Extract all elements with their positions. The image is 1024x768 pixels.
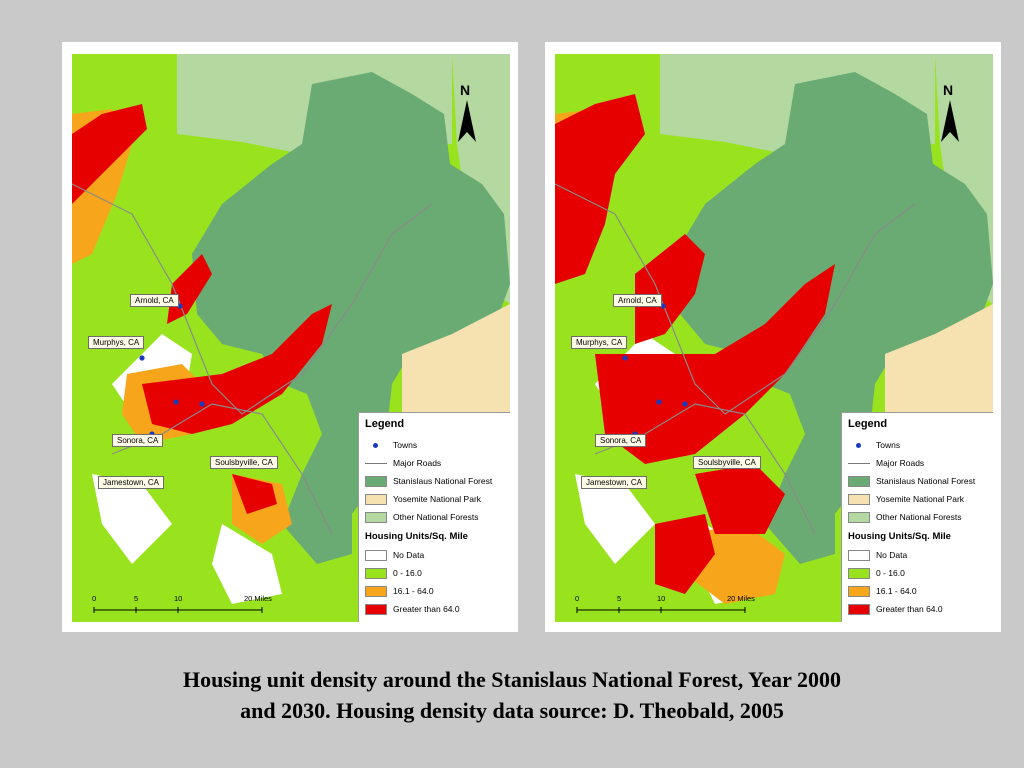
scale-label: 20 Miles bbox=[727, 594, 755, 603]
town-dot-icon bbox=[365, 440, 387, 451]
major-road bbox=[72, 183, 433, 415]
swatch-stanislaus bbox=[365, 475, 387, 487]
town-dot-arnold bbox=[177, 303, 183, 309]
road-line-icon bbox=[848, 458, 870, 469]
town-label-murphys: Murphys, CA bbox=[571, 336, 628, 349]
town-dot-soulsbyville bbox=[682, 401, 688, 407]
north-arrow-shape bbox=[941, 100, 959, 142]
map-area-2030: Arnold, CA Murphys, CA Sonora, CA Soulsb… bbox=[555, 54, 993, 622]
town-dot-murphys bbox=[622, 355, 628, 361]
swatch-no-data bbox=[365, 549, 387, 561]
legend-row-yosemite: Yosemite National Park bbox=[365, 493, 481, 505]
town-dot-icon bbox=[848, 440, 870, 451]
figure-caption: Housing unit density around the Stanisla… bbox=[80, 664, 944, 726]
scale-label: 10 bbox=[657, 594, 666, 603]
high-density-area bbox=[635, 234, 705, 344]
legend-density-title: Housing Units/Sq. Mile bbox=[848, 531, 951, 542]
high-density-area bbox=[72, 104, 147, 204]
map-panel-2000: Arnold, CA Murphys, CA Sonora, CA Soulsb… bbox=[62, 42, 518, 632]
swatch-other-forests bbox=[848, 511, 870, 523]
legend-row-no-data: No Data bbox=[848, 549, 907, 561]
legend-row-stanislaus: Stanislaus National Forest bbox=[365, 475, 492, 487]
legend-row-other-forests: Other National Forests bbox=[848, 511, 962, 523]
north-arrow-icon: N bbox=[452, 82, 482, 146]
legend-row-high: Greater than 64.0 bbox=[848, 603, 943, 615]
legend-density-title: Housing Units/Sq. Mile bbox=[365, 531, 468, 542]
swatch-mid-density bbox=[848, 585, 870, 597]
legend-row-stanislaus: Stanislaus National Forest bbox=[848, 475, 975, 487]
town-label-jamestown: Jamestown, CA bbox=[581, 476, 648, 489]
no-data-area bbox=[92, 474, 172, 564]
town-dot-sonora bbox=[173, 399, 179, 405]
legend-row-low: 0 - 16.0 bbox=[848, 567, 905, 579]
legend-row-no-data: No Data bbox=[365, 549, 424, 561]
town-label-soulsbyville: Soulsbyville, CA bbox=[693, 456, 761, 469]
scale-label: 10 bbox=[174, 594, 183, 603]
town-label-soulsbyville: Soulsbyville, CA bbox=[210, 456, 278, 469]
scale-label: 0 bbox=[575, 594, 580, 603]
scale-bar: 0 5 10 20 Miles bbox=[92, 594, 282, 620]
legend-row-towns: Towns bbox=[365, 439, 417, 451]
high-density-area bbox=[695, 464, 785, 534]
swatch-other-forests bbox=[365, 511, 387, 523]
high-density-area bbox=[655, 514, 715, 594]
north-arrow-shape bbox=[458, 100, 476, 142]
town-label-arnold: Arnold, CA bbox=[130, 294, 179, 307]
scale-bar: 0 5 10 20 Miles bbox=[575, 594, 765, 620]
swatch-yosemite bbox=[365, 493, 387, 505]
scale-label: 5 bbox=[134, 594, 139, 603]
scale-label: 20 Miles bbox=[244, 594, 272, 603]
swatch-mid-density bbox=[365, 585, 387, 597]
town-label-sonora: Sonora, CA bbox=[112, 434, 164, 447]
map-canvas-2030 bbox=[555, 54, 993, 622]
town-dot-murphys bbox=[139, 355, 145, 361]
swatch-no-data bbox=[848, 549, 870, 561]
swatch-low-density bbox=[848, 567, 870, 579]
no-data-area bbox=[212, 524, 282, 604]
town-dot-soulsbyville bbox=[199, 401, 205, 407]
legend-row-yosemite: Yosemite National Park bbox=[848, 493, 964, 505]
legend-title: Legend bbox=[365, 418, 405, 430]
town-label-sonora: Sonora, CA bbox=[595, 434, 647, 447]
swatch-high-density bbox=[365, 603, 387, 615]
north-arrow-icon: N bbox=[935, 82, 965, 146]
road-line-icon bbox=[365, 458, 387, 469]
legend-row-mid: 16.1 - 64.0 bbox=[848, 585, 917, 597]
stanislaus-national-forest bbox=[675, 72, 993, 564]
town-label-jamestown: Jamestown, CA bbox=[98, 476, 165, 489]
town-label-arnold: Arnold, CA bbox=[613, 294, 662, 307]
swatch-stanislaus bbox=[848, 475, 870, 487]
swatch-low-density bbox=[365, 567, 387, 579]
legend-row-roads: Major Roads bbox=[365, 457, 441, 469]
stanislaus-national-forest bbox=[192, 72, 510, 564]
swatch-yosemite bbox=[848, 493, 870, 505]
legend-box: Legend Towns Major Roads Stanislaus Nati… bbox=[358, 412, 510, 622]
legend-row-mid: 16.1 - 64.0 bbox=[365, 585, 434, 597]
legend-row-roads: Major Roads bbox=[848, 457, 924, 469]
high-density-area bbox=[555, 94, 645, 284]
scale-label: 5 bbox=[617, 594, 622, 603]
high-density-area bbox=[232, 474, 277, 514]
map-area-2000: Arnold, CA Murphys, CA Sonora, CA Soulsb… bbox=[72, 54, 510, 622]
swatch-high-density bbox=[848, 603, 870, 615]
scale-label: 0 bbox=[92, 594, 97, 603]
legend-row-low: 0 - 16.0 bbox=[365, 567, 422, 579]
no-data-area bbox=[575, 474, 655, 564]
map-panel-2030: Arnold, CA Murphys, CA Sonora, CA Soulsb… bbox=[545, 42, 1001, 632]
legend-box: Legend Towns Major Roads Stanislaus Nati… bbox=[841, 412, 993, 622]
legend-row-other-forests: Other National Forests bbox=[365, 511, 479, 523]
caption-line-2: and 2030. Housing density data source: D… bbox=[240, 698, 784, 723]
high-density-area bbox=[595, 264, 835, 464]
caption-line-1: Housing unit density around the Stanisla… bbox=[182, 667, 842, 692]
legend-row-high: Greater than 64.0 bbox=[365, 603, 460, 615]
scale-bar-line bbox=[93, 607, 263, 613]
legend-title: Legend bbox=[848, 418, 888, 430]
high-density-area bbox=[142, 304, 332, 434]
town-dot-sonora bbox=[656, 399, 662, 405]
town-dot-arnold bbox=[660, 303, 666, 309]
major-road bbox=[555, 183, 916, 415]
town-label-murphys: Murphys, CA bbox=[88, 336, 145, 349]
scale-bar-line bbox=[576, 607, 746, 613]
legend-row-towns: Towns bbox=[848, 439, 900, 451]
